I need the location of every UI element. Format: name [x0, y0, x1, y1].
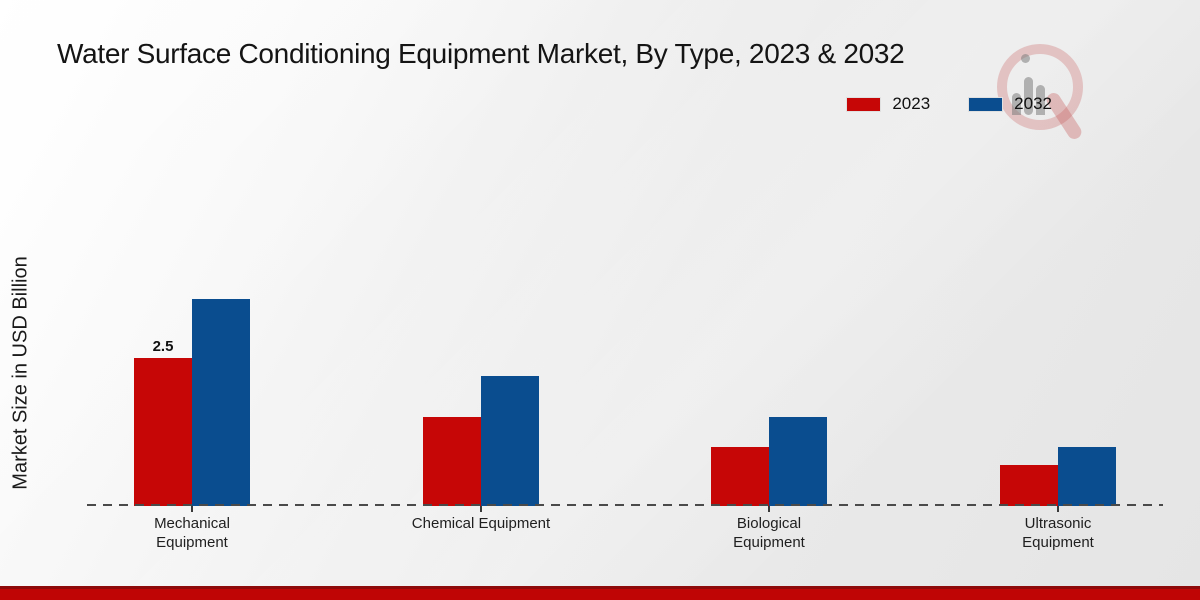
- watermark-bar-icon: [1036, 85, 1045, 115]
- x-axis-baseline: [87, 504, 1163, 506]
- legend-swatch-2023: [846, 96, 882, 112]
- watermark-bar-icon: [1012, 93, 1021, 115]
- x-axis-tick: [768, 506, 770, 512]
- y-axis-label: Market Size in USD Billion: [9, 256, 32, 490]
- x-axis-tick: [191, 506, 193, 512]
- legend-item-2023: 2023: [846, 94, 930, 114]
- legend-label-2023: 2023: [892, 94, 931, 113]
- bar-2023-ultrasonic-equipment: [1000, 465, 1058, 506]
- bar-2032-ultrasonic-equipment: [1058, 447, 1116, 506]
- watermark-ring: [997, 44, 1083, 130]
- legend: 2023 2032: [846, 94, 1052, 114]
- bar-2032-mechanical-equipment: [192, 299, 250, 506]
- bar-2023-mechanical-equipment: [134, 358, 192, 506]
- bar-2023-chemical-equipment: [423, 417, 481, 506]
- footer-red-bar: [0, 586, 1200, 600]
- x-axis-tick: [1057, 506, 1059, 512]
- watermark-bar-icon: [1024, 77, 1033, 115]
- category-label-mechanical-equipment: Mechanical Equipment: [154, 515, 230, 551]
- category-label-biological-equipment: Biological Equipment: [733, 515, 805, 551]
- market-research-future-logo-watermark: [995, 38, 1095, 163]
- legend-label-2032: 2032: [1014, 94, 1052, 113]
- category-label-ultrasonic-equipment: Ultrasonic Equipment: [1022, 515, 1094, 551]
- x-axis-tick: [480, 506, 482, 512]
- chart-title: Water Surface Conditioning Equipment Mar…: [57, 38, 905, 69]
- bar-2032-biological-equipment: [769, 417, 827, 506]
- legend-item-2032: 2032: [968, 94, 1052, 114]
- bar-2023-biological-equipment: [711, 447, 769, 506]
- watermark-dot: [1021, 54, 1030, 63]
- legend-swatch-2032: [968, 96, 1004, 112]
- bar-value-label: 2.5: [152, 338, 174, 355]
- bar-2032-chemical-equipment: [481, 376, 539, 506]
- category-label-chemical-equipment: Chemical Equipment: [411, 515, 551, 532]
